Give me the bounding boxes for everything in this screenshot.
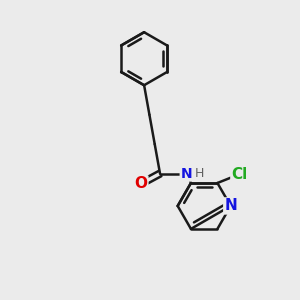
Text: N: N bbox=[224, 198, 237, 213]
Text: Cl: Cl bbox=[231, 167, 248, 182]
Text: N: N bbox=[181, 167, 192, 181]
Text: H: H bbox=[194, 167, 204, 180]
Text: O: O bbox=[134, 176, 147, 191]
